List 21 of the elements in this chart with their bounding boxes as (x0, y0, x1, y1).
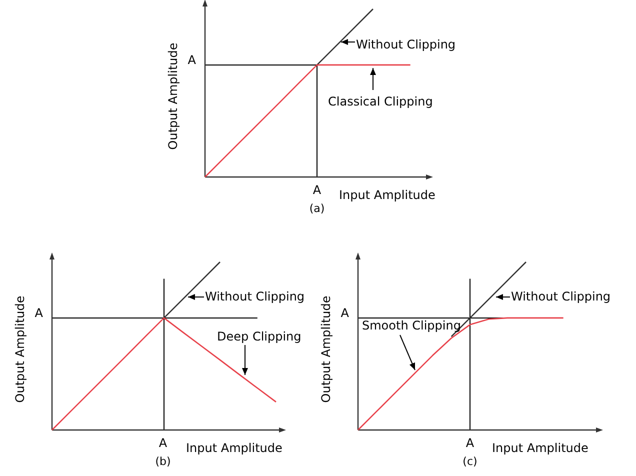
text: A (466, 436, 475, 450)
text: (b) (155, 455, 171, 468)
ref-line-label: A (34, 306, 44, 320)
ref-line-label: A (188, 53, 197, 68)
text: (c) (462, 455, 478, 468)
x-axis-title: Input Amplitude (492, 441, 588, 455)
text: (a) (309, 202, 325, 215)
annotation: Smooth Clipping (362, 318, 461, 332)
y-axis-title: Output Amplitude (319, 296, 333, 403)
text: A (312, 183, 322, 197)
ref-line-label: A (340, 306, 350, 320)
annotation: Without Clipping (356, 37, 456, 52)
x-axis-title: Input Amplitude (339, 188, 436, 202)
annotation: Classical Clipping (328, 94, 433, 108)
x-axis-title: Input Amplitude (186, 441, 282, 455)
y-axis-title: Output Amplitude (166, 42, 180, 150)
y-axis-title: Output Amplitude (13, 296, 27, 403)
annotation: Without Clipping (511, 289, 611, 304)
annotation: Deep Clipping (217, 329, 302, 344)
annotation: Without Clipping (205, 289, 305, 304)
text: A (158, 436, 168, 450)
